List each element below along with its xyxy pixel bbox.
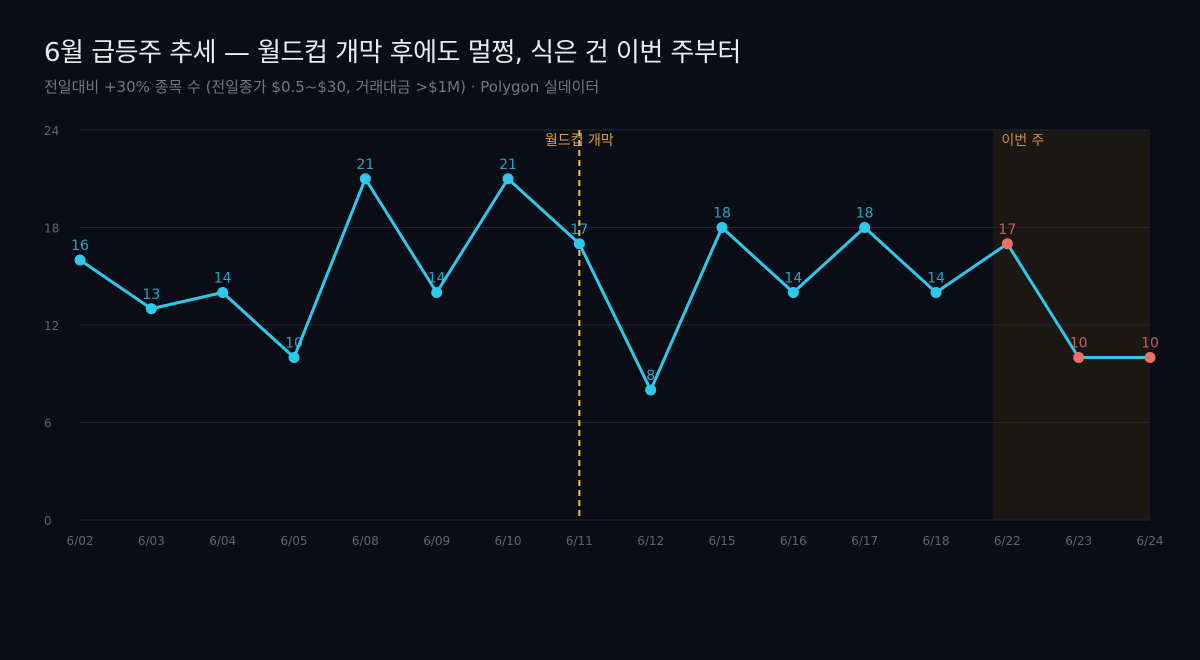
- x-tick-label: 6/17: [851, 534, 878, 548]
- x-tick-label: 6/22: [994, 534, 1021, 548]
- data-label: 14: [927, 271, 945, 287]
- data-label: 8: [646, 368, 655, 384]
- data-label: 14: [428, 271, 446, 287]
- data-point: [431, 287, 443, 298]
- x-tick-label: 6/04: [209, 534, 236, 548]
- chart-title: 6월 급등주 추세 — 월드컵 개막 후에도 멀쩡, 식은 건 이번 주부터: [44, 38, 741, 68]
- data-point: [74, 254, 86, 266]
- data-point: [645, 384, 657, 396]
- x-tick-label: 6/11: [566, 534, 593, 548]
- y-tick-label: 18: [44, 222, 59, 236]
- y-tick-label: 0: [44, 514, 52, 528]
- x-tick-label: 6/18: [923, 534, 950, 548]
- data-point: [145, 303, 157, 315]
- x-tick-label: 6/05: [281, 534, 308, 548]
- data-label: 17: [570, 222, 588, 238]
- data-label: 13: [142, 287, 160, 303]
- data-label: 16: [71, 238, 89, 254]
- data-label: 18: [713, 206, 731, 222]
- x-tick-label: 6/16: [780, 534, 807, 548]
- x-tick-label: 6/15: [709, 534, 736, 548]
- data-label: 10: [1070, 336, 1088, 352]
- data-point: [217, 287, 229, 298]
- x-tick-label: 6/12: [637, 534, 664, 548]
- data-label: 14: [214, 271, 232, 287]
- data-point: [573, 238, 585, 250]
- data-point: [359, 173, 371, 185]
- y-tick-label: 12: [44, 319, 59, 333]
- x-tick-label: 6/02: [67, 534, 94, 548]
- series-line: [79, 177, 1150, 392]
- data-label: 18: [856, 206, 874, 222]
- data-point: [859, 222, 871, 233]
- data-label: 21: [499, 157, 517, 173]
- data-point: [288, 352, 300, 363]
- this-week-label: 이번 주: [1001, 133, 1044, 149]
- data-point-highlight: [1073, 352, 1085, 363]
- data-label: 21: [356, 157, 374, 173]
- data-point-highlight: [1144, 352, 1156, 363]
- world-cup-label: 월드컵 개막: [545, 133, 614, 149]
- data-point: [502, 173, 514, 185]
- chart-subtitle: 전일대비 +30% 종목 수 (전일종가 $0.5~$30, 거래대금 >$1M…: [44, 78, 600, 96]
- data-label: 14: [784, 271, 802, 287]
- x-tick-label: 6/23: [1065, 534, 1092, 548]
- y-tick-label: 6: [44, 417, 52, 431]
- data-label: 17: [998, 222, 1016, 238]
- data-point-highlight: [1001, 238, 1013, 250]
- y-tick-label: 24: [44, 124, 59, 138]
- data-point: [787, 287, 799, 298]
- x-tick-label: 6/24: [1137, 534, 1164, 548]
- data-point: [930, 287, 942, 298]
- x-tick-label: 6/09: [423, 534, 450, 548]
- x-tick-label: 6/03: [138, 534, 165, 548]
- x-tick-label: 6/08: [352, 534, 379, 548]
- data-point: [716, 222, 728, 233]
- data-label: 10: [1141, 336, 1159, 352]
- x-tick-label: 6/10: [495, 534, 522, 548]
- data-label: 10: [285, 336, 303, 352]
